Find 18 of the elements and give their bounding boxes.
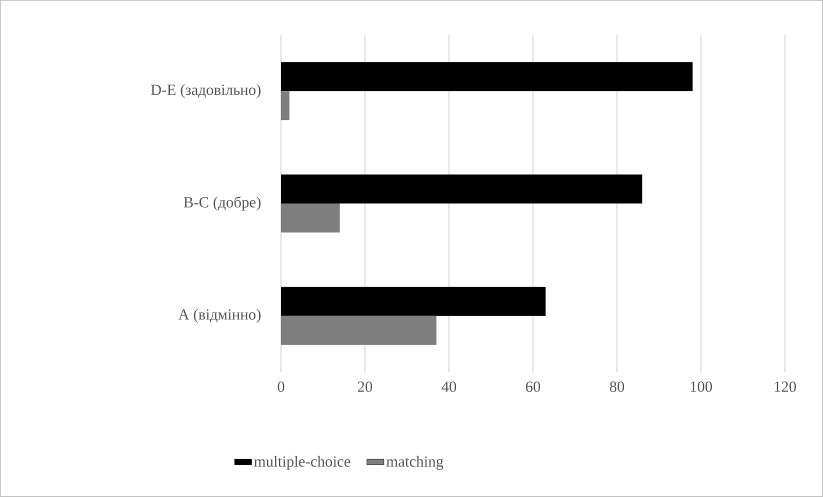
y-tick-label: B-C (добре) bbox=[184, 196, 261, 211]
x-tick-label: 0 bbox=[278, 382, 284, 392]
x-tick-label: 40 bbox=[442, 382, 456, 392]
x-tick-label: 120 bbox=[774, 382, 796, 392]
legend-label: matching bbox=[386, 456, 444, 470]
bar bbox=[281, 174, 642, 204]
bar bbox=[281, 91, 290, 120]
x-tick-label: 60 bbox=[526, 382, 540, 392]
y-tick-label: A (відмінно) bbox=[178, 308, 261, 323]
bar bbox=[281, 286, 546, 316]
bar bbox=[281, 316, 436, 345]
bar bbox=[281, 62, 693, 92]
x-tick-label: 20 bbox=[358, 382, 372, 392]
x-tick-label: 100 bbox=[690, 382, 712, 392]
x-tick-label: 80 bbox=[610, 382, 624, 392]
legend-label: multiple-choice bbox=[254, 456, 350, 470]
y-tick-label: D-E (задовільно) bbox=[150, 84, 261, 98]
bar bbox=[281, 203, 340, 232]
